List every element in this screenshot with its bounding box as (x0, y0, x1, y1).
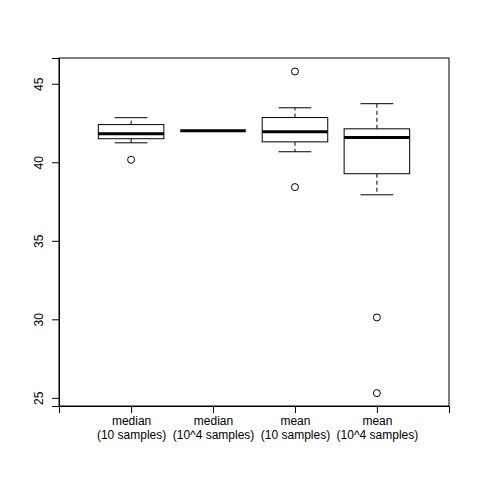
upper-cap (115, 117, 148, 118)
x-tick-label-line: (10^4 samples) (337, 428, 419, 442)
x-tick-label: mean(10 samples) (261, 414, 330, 442)
x-tick-label-line: (10^4 samples) (173, 428, 255, 442)
median-line (180, 129, 246, 132)
x-axis-line (60, 407, 450, 414)
box-group (344, 104, 410, 397)
upper-whisker (376, 104, 377, 129)
box (98, 125, 164, 139)
y-tick-label: 40 (32, 156, 46, 170)
outlier (373, 314, 380, 321)
y-tick-label: 30 (32, 313, 46, 327)
y-tick: 35 (32, 234, 59, 248)
x-tick-label-line: median (194, 414, 233, 428)
y-tick: 30 (32, 313, 59, 327)
upper-whisker (131, 118, 132, 125)
x-tick-mark (131, 406, 132, 413)
upper-cap (361, 103, 394, 104)
outlier (291, 184, 298, 191)
x-tick-label: median(10 samples) (97, 414, 166, 442)
x-tick-label-line: (10 samples) (97, 428, 166, 442)
y-tick-mark (52, 319, 59, 320)
median-line (98, 132, 164, 135)
chart: 2530354045median(10 samples)median(10^4 … (0, 0, 480, 480)
y-tick-mark (52, 162, 59, 163)
outlier (128, 156, 135, 163)
y-tick-mark (52, 398, 59, 399)
x-tick-mark (213, 406, 214, 413)
lower-whisker (294, 142, 295, 152)
y-tick: 25 (32, 391, 59, 405)
x-tick: mean(10 samples) (261, 406, 330, 442)
lower-cap (361, 194, 394, 195)
x-tick: median(10 samples) (97, 406, 166, 442)
y-axis: 25 30 35 40 45 (32, 59, 60, 407)
x-tick-mark (377, 406, 378, 413)
box-group (262, 68, 328, 191)
y-tick-label: 35 (32, 234, 46, 248)
lower-cap (115, 142, 148, 143)
lower-cap (279, 151, 312, 152)
x-tick: median(10^4 samples) (173, 406, 255, 442)
x-axis: median(10 samples)median(10^4 samples)me… (60, 406, 450, 442)
x-tick-label-line: median (112, 414, 151, 428)
y-tick-label: 45 (32, 77, 46, 91)
plot-area (98, 68, 409, 397)
median-line (262, 130, 328, 133)
y-axis-line (52, 59, 60, 407)
x-tick-mark (295, 406, 296, 413)
plot-frame (59, 58, 449, 406)
box (180, 130, 246, 131)
x-tick-label-line: (10 samples) (261, 428, 330, 442)
y-tick-mark (52, 84, 59, 85)
box-group (180, 130, 246, 131)
y-tick: 40 (32, 156, 59, 170)
outlier (291, 68, 298, 75)
x-tick-label-line: mean (280, 414, 310, 428)
y-tick-label: 25 (32, 391, 46, 405)
y-tick-mark (52, 241, 59, 242)
x-tick-label-line: mean (362, 414, 392, 428)
outlier (373, 390, 380, 397)
upper-whisker (294, 108, 295, 118)
upper-cap (279, 107, 312, 108)
x-tick: mean(10^4 samples) (337, 406, 419, 442)
median-line (344, 136, 410, 139)
box (262, 118, 328, 142)
box (344, 129, 410, 174)
x-tick-label: median(10^4 samples) (173, 414, 255, 442)
lower-whisker (376, 174, 377, 195)
y-tick: 45 (32, 77, 59, 91)
box-group (98, 118, 164, 164)
x-tick-label: mean(10^4 samples) (337, 414, 419, 442)
lower-whisker (131, 139, 132, 143)
